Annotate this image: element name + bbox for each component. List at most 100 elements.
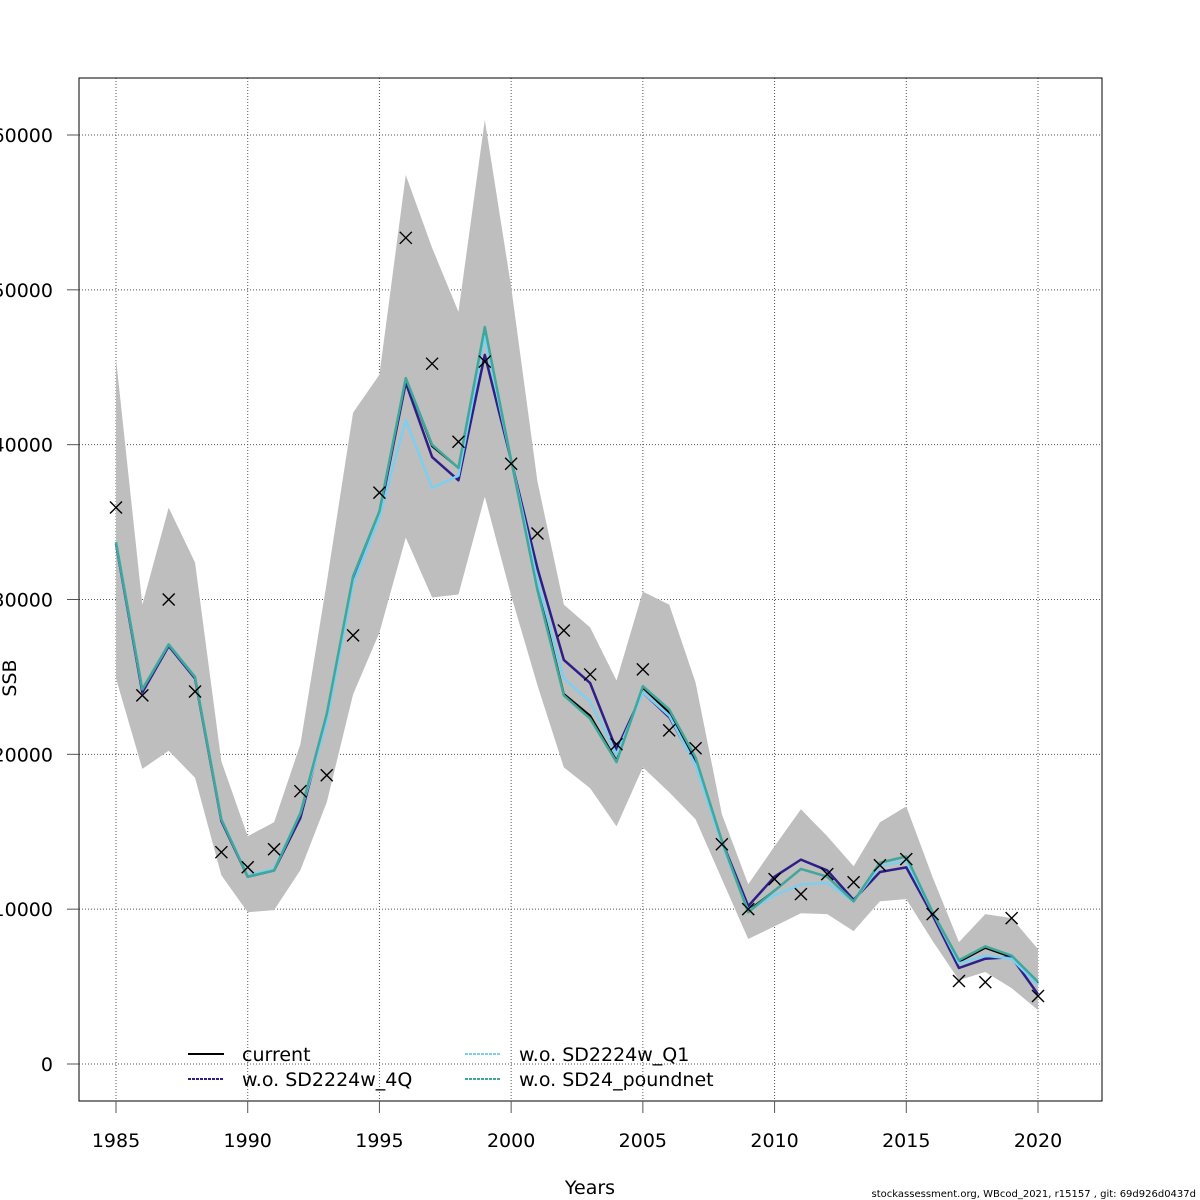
observation-point-2020 — [1031, 989, 1045, 1003]
observation-point-1985 — [109, 501, 123, 515]
x-axis-label: Years — [564, 1177, 615, 1199]
observation-point-1998 — [451, 435, 465, 449]
legend-label: w.o. SD24_poundnet — [519, 1069, 714, 1091]
observation-cross-stroke — [241, 860, 255, 874]
observation-cross-stroke — [346, 628, 360, 642]
legend-item: w.o. SD24_poundnet — [465, 1069, 714, 1091]
observation-cross-stroke — [162, 593, 176, 606]
y-tick-label: 10000 — [0, 899, 53, 921]
observation-cross-stroke — [899, 852, 913, 866]
observation-point-1986 — [135, 688, 149, 702]
observation-cross-stroke — [214, 845, 228, 859]
axes: 1985 1990 1995 2000 2005 2010 2015 2020 0 10000 20… — [0, 125, 1062, 1152]
observation-cross-stroke — [873, 858, 887, 872]
observation-point-1989 — [214, 845, 228, 859]
observation-point-1988 — [188, 684, 202, 698]
confidence-band — [116, 119, 1038, 1011]
observation-point-2010 — [768, 872, 782, 886]
observation-point-2019 — [1005, 911, 1019, 925]
series-line-w-o-sd2224w-q1 — [114, 335, 1039, 986]
x-tick-label: 1995 — [355, 1130, 403, 1152]
observation-point-2004 — [610, 737, 624, 751]
plot-frame — [78, 77, 1103, 1102]
observation-point-2006 — [662, 723, 676, 737]
observation-point-1991 — [267, 842, 281, 856]
observation-cross-stroke — [188, 684, 202, 698]
y-tick-label: 50000 — [0, 280, 53, 302]
observation-cross-stroke — [135, 688, 149, 702]
legend-label: current — [242, 1044, 311, 1066]
observation-cross-stroke — [978, 975, 992, 989]
observation-point-1990 — [241, 860, 255, 874]
observation-cross-stroke — [662, 723, 676, 737]
footer-credit: stockassessment.org, WBcod_2021, r15157 … — [872, 1189, 1196, 1200]
y-tick-label: 0 — [41, 1054, 53, 1076]
observation-point-2000 — [504, 457, 518, 471]
observation-point-1993 — [320, 768, 334, 782]
x-tick-label: 1985 — [92, 1130, 140, 1152]
observation-cross-stroke — [741, 902, 755, 916]
observation-point-1996 — [399, 231, 413, 245]
observation-point-2001 — [530, 527, 544, 541]
legend: current w.o. SD2224w_4Q w.o. SD2224w_Q1 w.o… — [188, 1044, 714, 1091]
observation-point-1999 — [478, 355, 492, 369]
y-tick-label: 60000 — [0, 125, 53, 147]
observation-cross-stroke — [293, 784, 307, 798]
observation-cross-stroke — [820, 867, 834, 881]
legend-item: w.o. SD2224w_4Q — [188, 1069, 412, 1091]
legend-label: w.o. SD2224w_Q1 — [519, 1044, 689, 1066]
observation-cross-stroke — [372, 486, 386, 500]
observation-point-1987 — [162, 593, 176, 606]
observation-point-1995 — [372, 486, 386, 500]
observation-point-2014 — [873, 858, 887, 872]
observation-point-2005 — [636, 662, 650, 676]
x-tick-label: 1990 — [224, 1130, 272, 1152]
legend-label: w.o. SD2224w_4Q — [242, 1069, 412, 1091]
observation-cross-stroke — [689, 741, 703, 755]
observation-point-1992 — [293, 784, 307, 798]
observation-cross-stroke — [715, 837, 729, 851]
observation-cross-stroke — [267, 842, 281, 856]
observation-point-2009 — [741, 902, 755, 916]
observation-cross-stroke — [926, 907, 940, 921]
observation-cross-stroke — [504, 457, 518, 471]
observation-cross-stroke — [557, 623, 571, 637]
observation-markers — [109, 231, 1045, 1003]
y-axis-label: SSB — [0, 659, 21, 696]
y-tick-label: 40000 — [0, 435, 53, 457]
x-tick-label: 2005 — [619, 1130, 667, 1152]
observation-point-2008 — [715, 837, 729, 851]
observation-point-2007 — [689, 741, 703, 755]
observation-cross-stroke — [610, 737, 624, 751]
observation-point-2012 — [820, 867, 834, 881]
observation-point-2017 — [952, 974, 966, 988]
observation-point-2016 — [926, 907, 940, 921]
observation-cross-stroke — [530, 527, 544, 541]
legend-item: w.o. SD2224w_Q1 — [465, 1044, 689, 1066]
observation-cross-stroke — [1005, 911, 1019, 925]
observation-point-2003 — [583, 667, 597, 681]
observation-cross-stroke — [768, 872, 782, 886]
observation-cross-stroke — [952, 974, 966, 988]
observation-cross-stroke — [794, 887, 808, 901]
observation-point-2015 — [899, 852, 913, 866]
observation-cross-stroke — [583, 667, 597, 681]
observation-cross-stroke — [478, 355, 492, 369]
x-tick-label: 2000 — [487, 1130, 535, 1152]
observation-cross-stroke — [109, 501, 123, 515]
legend-item: current — [188, 1044, 311, 1066]
x-tick-label: 2020 — [1014, 1130, 1062, 1152]
observation-cross-stroke — [425, 357, 439, 371]
observation-point-2011 — [794, 887, 808, 901]
observation-cross-stroke — [847, 875, 861, 889]
confidence-band-area — [116, 119, 1038, 1011]
observation-point-2013 — [847, 875, 861, 889]
x-tick-label: 2015 — [882, 1130, 930, 1152]
observation-point-2018 — [978, 975, 992, 989]
observation-point-1994 — [346, 628, 360, 642]
observation-cross-stroke — [636, 662, 650, 676]
observation-point-1997 — [425, 357, 439, 371]
observation-point-2002 — [557, 623, 571, 637]
